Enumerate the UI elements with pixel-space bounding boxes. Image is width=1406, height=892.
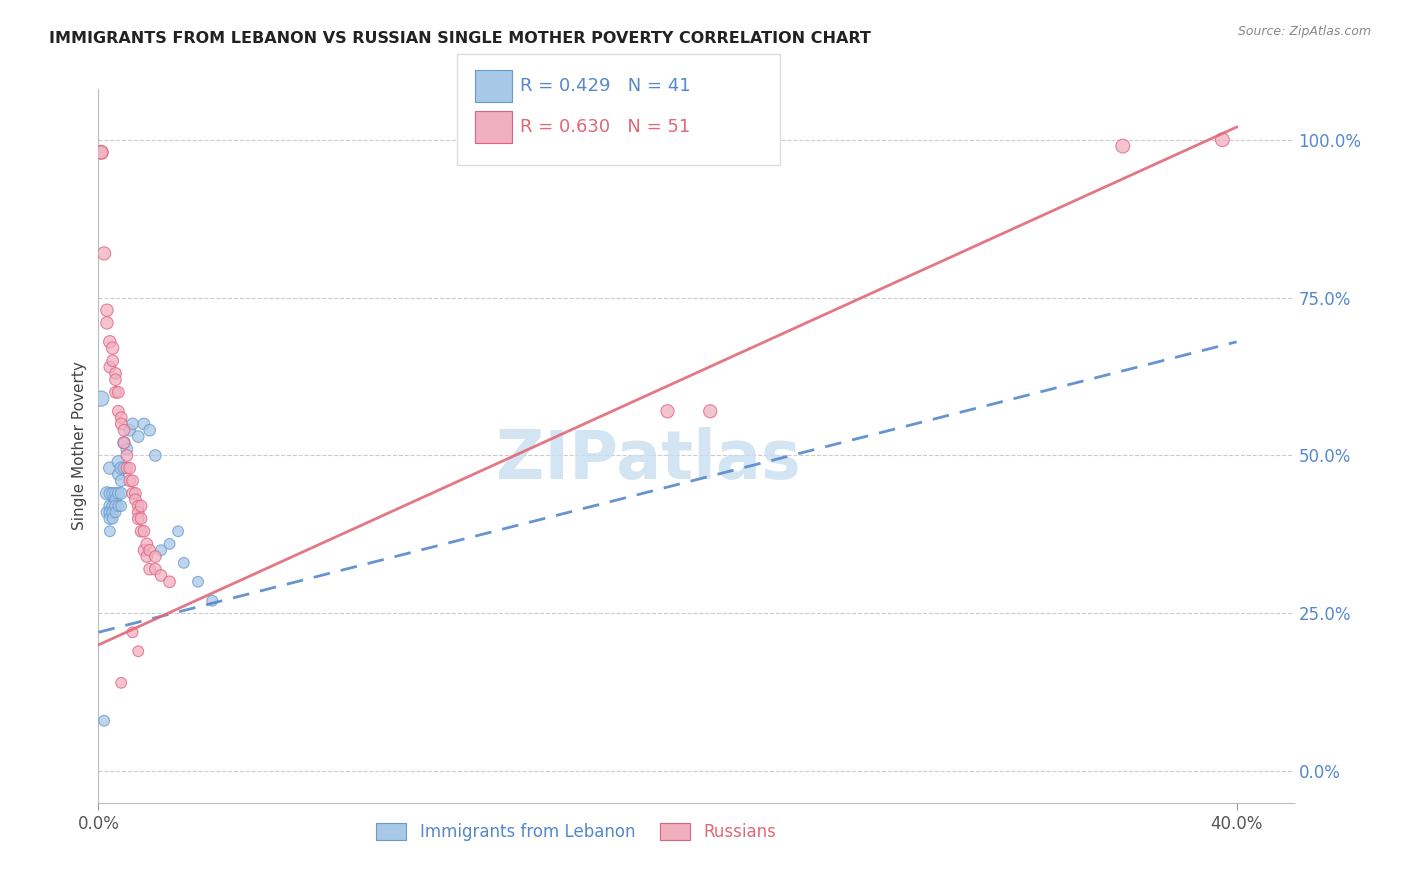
Point	[127, 511, 149, 525]
Point	[110, 499, 132, 513]
Point	[101, 341, 124, 355]
Point	[138, 543, 160, 558]
Point	[143, 549, 166, 564]
Point	[104, 367, 127, 381]
Point	[115, 449, 138, 463]
Point	[104, 492, 127, 507]
Point	[699, 404, 721, 418]
Point	[143, 562, 166, 576]
Point	[98, 499, 121, 513]
Point	[101, 505, 124, 519]
Point	[121, 486, 143, 500]
Point	[107, 486, 129, 500]
Point	[115, 461, 138, 475]
Point	[98, 334, 121, 349]
Point	[132, 524, 155, 539]
Point	[127, 429, 149, 443]
Point	[112, 461, 135, 475]
Point	[118, 474, 141, 488]
Text: Source: ZipAtlas.com: Source: ZipAtlas.com	[1237, 25, 1371, 38]
Point	[657, 404, 679, 418]
Point	[129, 524, 152, 539]
Point	[90, 392, 112, 406]
Point	[135, 537, 157, 551]
Point	[93, 714, 115, 728]
Point	[132, 543, 155, 558]
Point	[90, 145, 112, 160]
Point	[187, 574, 209, 589]
Point	[98, 511, 121, 525]
Point	[127, 499, 149, 513]
Point	[115, 442, 138, 457]
Point	[96, 303, 118, 318]
Point	[121, 625, 143, 640]
Point	[107, 455, 129, 469]
Point	[457, 133, 479, 147]
Point	[107, 404, 129, 418]
Point	[110, 486, 132, 500]
Point	[101, 353, 124, 368]
Point	[104, 385, 127, 400]
Point	[104, 486, 127, 500]
Point	[124, 492, 146, 507]
Point	[98, 360, 121, 375]
Point	[112, 423, 135, 437]
Point	[96, 486, 118, 500]
Point	[112, 435, 135, 450]
Point	[101, 499, 124, 513]
Point	[201, 593, 224, 607]
Point	[173, 556, 195, 570]
Point	[107, 385, 129, 400]
Point	[101, 486, 124, 500]
Point	[112, 435, 135, 450]
Point	[150, 543, 173, 558]
Point	[132, 417, 155, 431]
Legend: Immigrants from Lebanon, Russians: Immigrants from Lebanon, Russians	[370, 816, 783, 848]
Point	[167, 524, 190, 539]
Point	[110, 675, 132, 690]
Point	[127, 505, 149, 519]
Point	[124, 486, 146, 500]
Point	[159, 537, 181, 551]
Text: ZIPatlas: ZIPatlas	[496, 427, 800, 493]
Point	[138, 562, 160, 576]
Point	[127, 644, 149, 658]
Point	[515, 145, 537, 160]
Point	[98, 505, 121, 519]
Point	[104, 373, 127, 387]
Point	[110, 410, 132, 425]
Point	[129, 499, 152, 513]
Point	[110, 417, 132, 431]
Point	[121, 474, 143, 488]
Point	[104, 505, 127, 519]
Point	[107, 467, 129, 482]
Point	[98, 524, 121, 539]
Point	[98, 486, 121, 500]
Point	[98, 461, 121, 475]
Point	[118, 423, 141, 437]
Point	[96, 505, 118, 519]
Point	[143, 449, 166, 463]
Point	[110, 461, 132, 475]
Point	[159, 574, 181, 589]
Point	[93, 246, 115, 260]
Point	[1211, 133, 1233, 147]
Text: R = 0.630   N = 51: R = 0.630 N = 51	[520, 118, 690, 136]
Text: IMMIGRANTS FROM LEBANON VS RUSSIAN SINGLE MOTHER POVERTY CORRELATION CHART: IMMIGRANTS FROM LEBANON VS RUSSIAN SINGL…	[49, 31, 872, 46]
Point	[1112, 139, 1135, 153]
Point	[104, 499, 127, 513]
Point	[135, 549, 157, 564]
Point	[121, 417, 143, 431]
Point	[107, 499, 129, 513]
Point	[150, 568, 173, 582]
Text: R = 0.429   N = 41: R = 0.429 N = 41	[520, 77, 690, 95]
Point	[129, 511, 152, 525]
Point	[101, 511, 124, 525]
Point	[118, 461, 141, 475]
Point	[90, 145, 112, 160]
Point	[110, 474, 132, 488]
Point	[138, 423, 160, 437]
Point	[96, 316, 118, 330]
Y-axis label: Single Mother Poverty: Single Mother Poverty	[72, 361, 87, 531]
